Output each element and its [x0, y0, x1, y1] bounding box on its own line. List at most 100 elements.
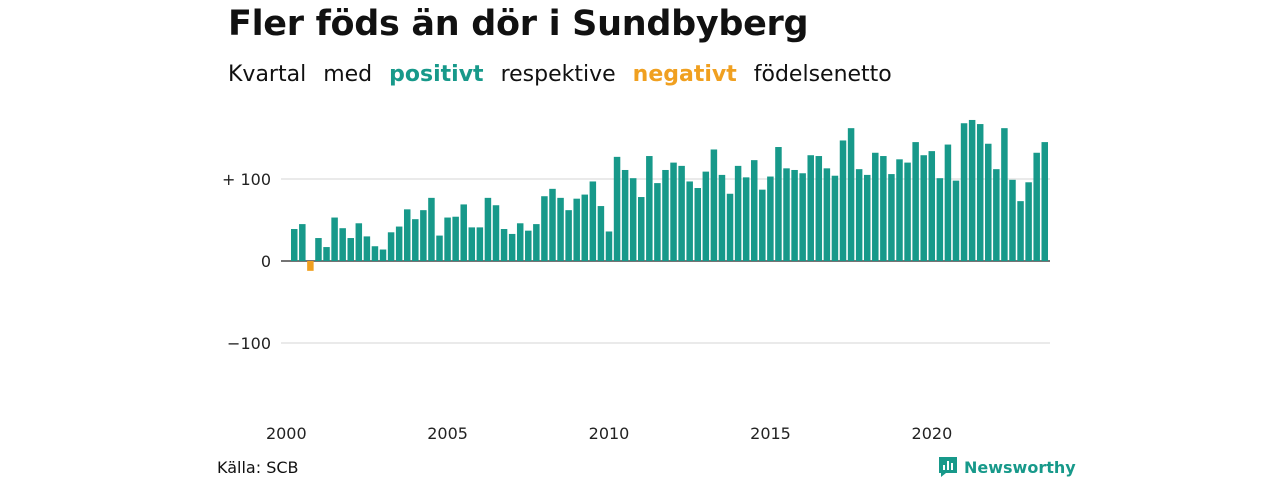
bar: [371, 246, 379, 261]
bar: [525, 230, 532, 261]
bar: [1041, 142, 1049, 261]
bar: [444, 217, 451, 261]
bar: [573, 198, 580, 261]
bar: [815, 156, 823, 261]
chart-subtitle: Kvartal med positivt respektive negativt…: [228, 62, 902, 87]
bar: [960, 123, 968, 262]
bar: [775, 147, 782, 261]
bar: [1009, 179, 1016, 261]
bar: [1033, 152, 1040, 261]
bar: [516, 223, 524, 261]
bar: [742, 177, 750, 261]
bar: [363, 236, 371, 261]
source-note: Källa: SCB: [217, 458, 299, 477]
bar: [476, 227, 484, 261]
bar: [638, 197, 645, 261]
bar: [694, 188, 701, 261]
bar: [460, 204, 467, 261]
bar: [291, 229, 298, 261]
bar: [597, 206, 605, 261]
y-tick-label: −100: [227, 334, 271, 353]
bar: [581, 194, 589, 261]
bar: [299, 224, 306, 261]
bar: [936, 178, 944, 261]
bar: [839, 140, 847, 261]
bar: [783, 168, 790, 261]
x-tick-label: 2020: [912, 424, 953, 443]
y-axis-labels: + 100 0 −100: [222, 170, 271, 353]
bar: [468, 227, 476, 261]
bar: [904, 162, 911, 261]
bar: [912, 142, 919, 261]
bar: [428, 197, 435, 261]
bar: [855, 169, 863, 261]
legend-negative: negativt: [632, 62, 737, 87]
y-tick-label: 0: [261, 252, 271, 271]
bar: [880, 156, 887, 261]
bar: [420, 210, 427, 261]
bar: [791, 169, 798, 261]
bar: [412, 219, 419, 261]
bar: [726, 193, 734, 261]
bar: [799, 173, 806, 261]
bar: [621, 169, 629, 261]
brand-name: Newsworthy: [964, 457, 1076, 477]
bar: [387, 232, 395, 261]
x-tick-label: 2010: [589, 424, 630, 443]
bar: [492, 205, 500, 261]
bar: [807, 155, 814, 261]
bar: [759, 189, 766, 261]
bar: [831, 175, 839, 261]
bar: [863, 174, 871, 261]
bar: [355, 223, 363, 261]
bar: [339, 228, 346, 261]
subtitle-word: Kvartal: [228, 62, 307, 87]
bar: [1001, 128, 1008, 261]
bar: [379, 249, 387, 261]
bar: [613, 156, 621, 261]
bar: [968, 119, 976, 262]
bar: [888, 174, 895, 261]
bar: [500, 229, 508, 261]
bar: [718, 174, 726, 261]
bar: [734, 165, 742, 261]
chart-title: Fler föds än dör i Sundbyberg: [228, 4, 809, 44]
bar: [347, 238, 354, 261]
bar: [896, 159, 903, 261]
bar: [1025, 182, 1032, 261]
subtitle-word: respektive: [500, 62, 616, 87]
bar: [589, 181, 597, 261]
brand-logo: Newsworthy: [938, 456, 1076, 478]
bar: [710, 149, 718, 261]
bar: [331, 217, 338, 261]
x-axis-labels: 2000 2005 2010 2015 2020: [266, 424, 952, 443]
bar: [993, 169, 1000, 261]
bar: [654, 183, 661, 261]
bar: [484, 197, 492, 261]
bar: [952, 180, 960, 261]
bar: [629, 178, 637, 261]
bar: [533, 224, 540, 261]
bar: [307, 261, 314, 271]
bar: [323, 247, 330, 261]
bar: [750, 160, 758, 261]
bar: [452, 216, 459, 261]
bar: [395, 226, 403, 261]
bar: [508, 233, 516, 261]
bar: [605, 231, 613, 261]
y-tick-label: + 100: [222, 170, 271, 189]
bar: [944, 144, 952, 261]
bar: [1017, 201, 1024, 261]
bar: [847, 128, 855, 261]
subtitle-word: med: [323, 62, 373, 87]
x-tick-label: 2000: [266, 424, 307, 443]
bar: [920, 155, 927, 261]
legend-positive: positivt: [389, 62, 484, 87]
bar: [767, 176, 774, 261]
bar: [662, 169, 669, 261]
subtitle-word: födelsenetto: [753, 62, 892, 87]
bar: [670, 162, 677, 261]
bar: [541, 196, 548, 261]
bar: [976, 124, 984, 261]
